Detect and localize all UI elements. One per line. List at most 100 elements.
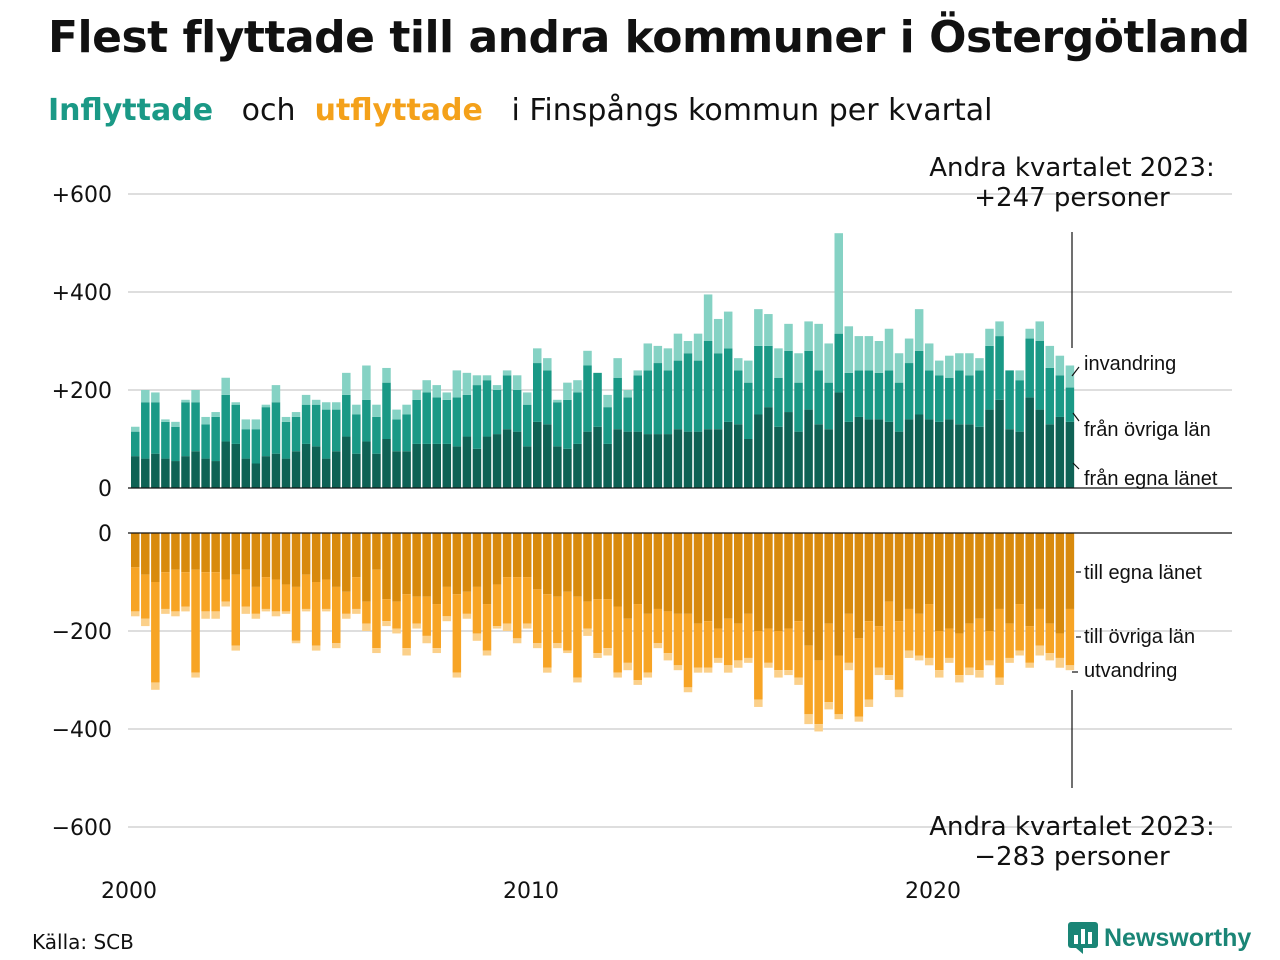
outflow-bar-segment — [1055, 657, 1065, 668]
outflow-bar-segment — [191, 672, 200, 678]
newsworthy-logo[interactable]: Newsworthy — [1068, 922, 1251, 954]
outflow-bar-segment — [221, 533, 230, 580]
subtitle-and-word: och — [241, 93, 296, 128]
outflow-bar-segment — [342, 591, 351, 614]
outflow-bar-segment — [904, 533, 914, 609]
inflow-bar-segment — [382, 382, 391, 439]
outflow-bar-segment — [131, 611, 140, 617]
outflow-bar-segment — [603, 599, 612, 649]
inflow-bar-segment — [904, 419, 914, 488]
outflow-bar-segment — [713, 628, 723, 658]
inflow-bar-segment — [362, 399, 371, 442]
outflow-bar-segment — [894, 533, 904, 622]
x-tick-label: 2000 — [101, 879, 157, 904]
inflow-bar-segment — [723, 311, 733, 349]
outflow-bar-segment — [321, 579, 331, 609]
inflow-bar-segment — [482, 375, 492, 381]
inflow-bar-segment — [774, 426, 783, 488]
outflow-bar-segment — [713, 657, 723, 663]
outflow-bar-segment — [784, 628, 793, 671]
inflow-bar-segment — [563, 448, 572, 488]
outflow-bar-segment — [703, 667, 713, 673]
outflow-bar-segment — [291, 533, 301, 587]
outflow-bar-segment — [533, 589, 542, 644]
inflow-bar-segment — [502, 429, 512, 488]
outflow-bar-segment — [342, 613, 351, 619]
outflow-bar-segment — [935, 533, 944, 631]
inflow-bar-segment — [543, 370, 552, 425]
outflow-bar-segment — [653, 608, 663, 644]
inflow-bar-segment — [794, 382, 803, 432]
inflow-bar-segment — [301, 404, 311, 444]
outflow-bar-segment — [904, 608, 914, 651]
outflow-bar-segment — [975, 618, 984, 671]
inflow-bar-segment — [432, 397, 441, 444]
outflow-bar-segment — [452, 533, 462, 595]
outflow-bar-segment — [864, 621, 874, 700]
inflow-bar-segment — [392, 451, 401, 488]
outflow-bar-segment — [794, 677, 803, 685]
outflow-bar-segment — [774, 670, 783, 678]
inflow-bar-segment — [583, 431, 592, 488]
outflow-bar-segment — [1015, 604, 1024, 651]
outflow-bar-segment — [744, 657, 753, 663]
outflow-bar-segment — [703, 533, 713, 622]
outflow-bar-segment — [472, 633, 482, 641]
outflow-bar-segment — [945, 657, 954, 663]
inflow-bar-segment — [241, 419, 251, 430]
inflow-bar-segment — [271, 453, 281, 488]
label-leader-line — [1071, 366, 1080, 377]
y-tick-label: −200 — [52, 620, 112, 645]
outflow-bar-segment — [603, 533, 612, 600]
outflow-bar-segment — [332, 533, 341, 587]
inflow-bar-segment — [884, 370, 894, 422]
outflow-bar-segment — [583, 628, 592, 636]
inflow-bar-segment — [301, 394, 311, 405]
inflow-bar-segment — [924, 419, 934, 488]
inflow-bar-segment — [603, 394, 612, 408]
outflow-bar-segment — [543, 533, 552, 595]
outflow-bar-segment — [1045, 653, 1055, 661]
inflow-bar-segment — [965, 424, 974, 488]
outflow-bar-segment — [412, 623, 421, 629]
inflow-bar-segment — [382, 367, 391, 383]
inflow-bar-segment — [744, 382, 753, 439]
inflow-bar-segment — [633, 370, 642, 376]
inflow-bar-segment — [231, 402, 240, 405]
outflow-bar-segment — [663, 533, 673, 612]
inflow-bar-segment — [522, 392, 532, 405]
outflow-bar-segment — [563, 650, 572, 654]
inflow-bar-segment — [854, 416, 864, 488]
outflow-bar-segment — [723, 618, 733, 666]
inflow-bar-segment — [663, 370, 673, 435]
inflow-bar-segment — [512, 390, 522, 432]
x-tick-label: 2010 — [503, 879, 559, 904]
inflow-bar-segment — [442, 443, 452, 488]
subtitle-inflow-word: Inflyttade — [48, 93, 214, 128]
outflow-bar-segment — [864, 699, 874, 707]
inflow-bar-segment — [894, 431, 904, 488]
outflow-bar-segment — [382, 621, 391, 627]
inflow-bar-segment — [643, 434, 653, 488]
inflow-bar-segment — [171, 426, 180, 462]
inflow-bar-segment — [321, 458, 331, 488]
outflow-bar-segment — [804, 714, 813, 725]
inflow-bar-segment — [311, 404, 321, 447]
inflow-bar-segment — [352, 453, 361, 488]
outflow-bar-segment — [442, 616, 452, 622]
outflow-bar-segment — [935, 670, 944, 678]
y-tick-label: +400 — [52, 281, 112, 306]
inflow-bar-segment — [281, 458, 291, 488]
outflow-bar-segment — [321, 533, 331, 580]
outflow-bar-segment — [924, 533, 934, 605]
outflow-bar-segment — [683, 687, 693, 693]
outflow-bar-segment — [382, 533, 391, 600]
inflow-bar-segment — [573, 380, 582, 393]
inflow-bar-segment — [613, 377, 622, 430]
inflow-bar-segment — [161, 421, 170, 459]
annotation-bottom-line1: Andra kvartalet 2023: — [929, 812, 1214, 842]
outflow-bar-segment — [522, 577, 532, 624]
outflow-bar-segment — [703, 621, 713, 668]
outflow-bar-segment — [482, 604, 492, 651]
